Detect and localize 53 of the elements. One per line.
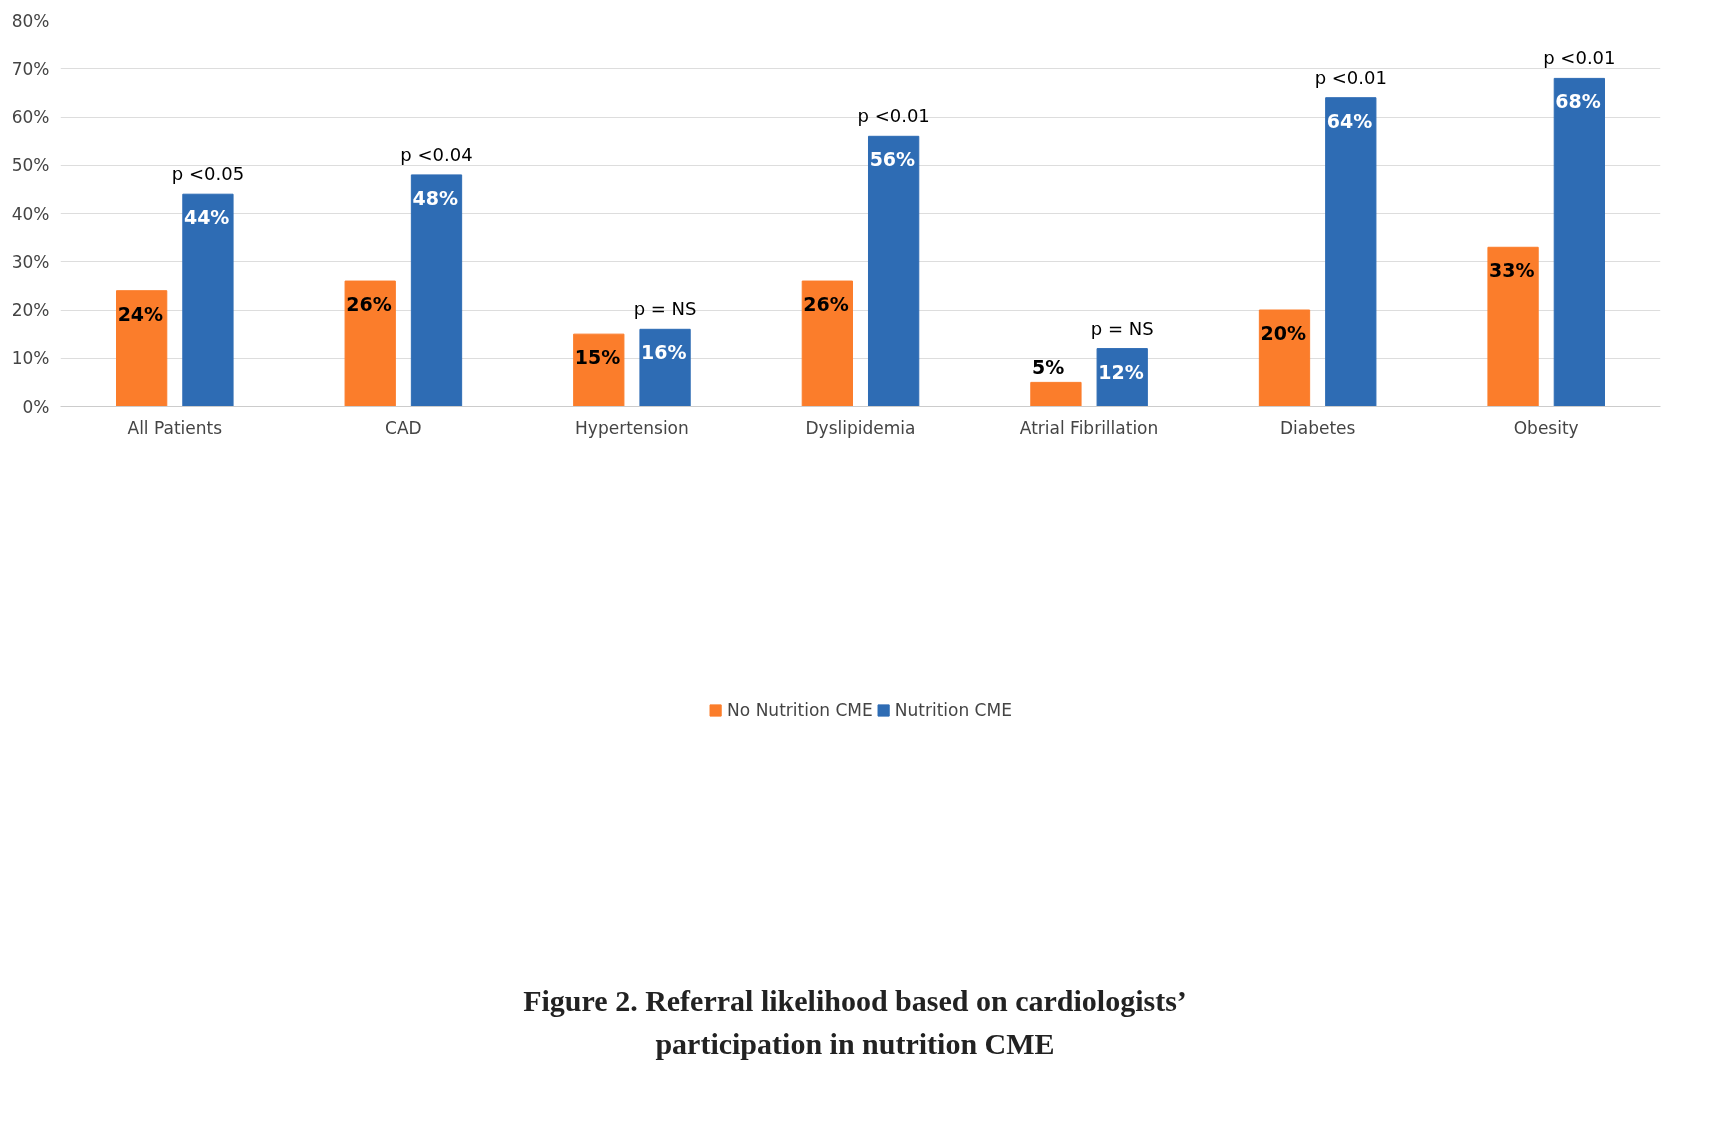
bar xyxy=(1258,309,1311,407)
x-tick-label: Atrial Fibrillation xyxy=(1019,417,1159,438)
data-label: 56% xyxy=(869,148,916,171)
data-label: 26% xyxy=(803,293,849,316)
legend-label: Nutrition CME xyxy=(894,700,1012,720)
bar xyxy=(182,193,234,407)
y-tick-label: 0% xyxy=(22,396,50,417)
bar xyxy=(573,333,625,407)
bar xyxy=(116,290,168,407)
y-tick-label: 10% xyxy=(11,348,50,369)
x-tick-label: Hypertension xyxy=(575,417,689,438)
text: Figure 2. Referral likelihood based on cardiologists’ participation in nutrition CME xyxy=(523,983,1187,1062)
data-label: 20% xyxy=(1260,322,1306,344)
data-label: 16% xyxy=(641,341,687,364)
y-tick-label: 60% xyxy=(11,107,50,127)
annotation: p = NS xyxy=(1090,317,1154,339)
data-label: 68% xyxy=(1555,90,1601,113)
annotation: p = NS xyxy=(633,298,697,320)
data-label: 12% xyxy=(1098,360,1144,383)
annotation: p <0.04 xyxy=(400,143,473,165)
bar xyxy=(868,135,920,407)
y-tick-label: 80% xyxy=(11,10,50,31)
bar xyxy=(344,280,396,407)
data-label: 48% xyxy=(412,186,458,209)
annotation: p <0.01 xyxy=(1543,47,1616,69)
y-tick-label: 30% xyxy=(11,251,50,272)
y-tick-label: 40% xyxy=(11,203,50,224)
x-tick-label: Diabetes xyxy=(1279,417,1356,438)
data-label: 64% xyxy=(1326,109,1373,132)
bar xyxy=(801,280,853,407)
bar xyxy=(639,328,691,407)
data-label: 15% xyxy=(574,346,621,369)
data-label: 24% xyxy=(117,302,164,325)
annotation: p <0.01 xyxy=(857,105,930,127)
annotation: p <0.01 xyxy=(1314,66,1387,88)
bar xyxy=(1553,77,1605,407)
x-tick-label: Obesity xyxy=(1513,417,1579,438)
bar xyxy=(410,174,463,407)
x-tick-label: All Patients xyxy=(127,417,223,438)
data-label: 5% xyxy=(1031,356,1065,379)
bar xyxy=(1030,381,1082,407)
legend-label: No Nutrition CME xyxy=(727,700,873,720)
y-tick-label: 70% xyxy=(11,58,50,79)
data-label: 26% xyxy=(346,293,392,316)
bar xyxy=(1487,246,1539,407)
y-tick-label: 50% xyxy=(11,155,50,176)
x-tick-label: Dyslipidemia xyxy=(805,417,916,438)
data-label: 33% xyxy=(1489,259,1535,282)
y-tick-label: 20% xyxy=(11,300,50,320)
bar xyxy=(1325,97,1377,407)
annotation: p <0.05 xyxy=(171,163,245,185)
data-label: 44% xyxy=(183,206,230,229)
x-tick-label: CAD xyxy=(385,417,422,438)
